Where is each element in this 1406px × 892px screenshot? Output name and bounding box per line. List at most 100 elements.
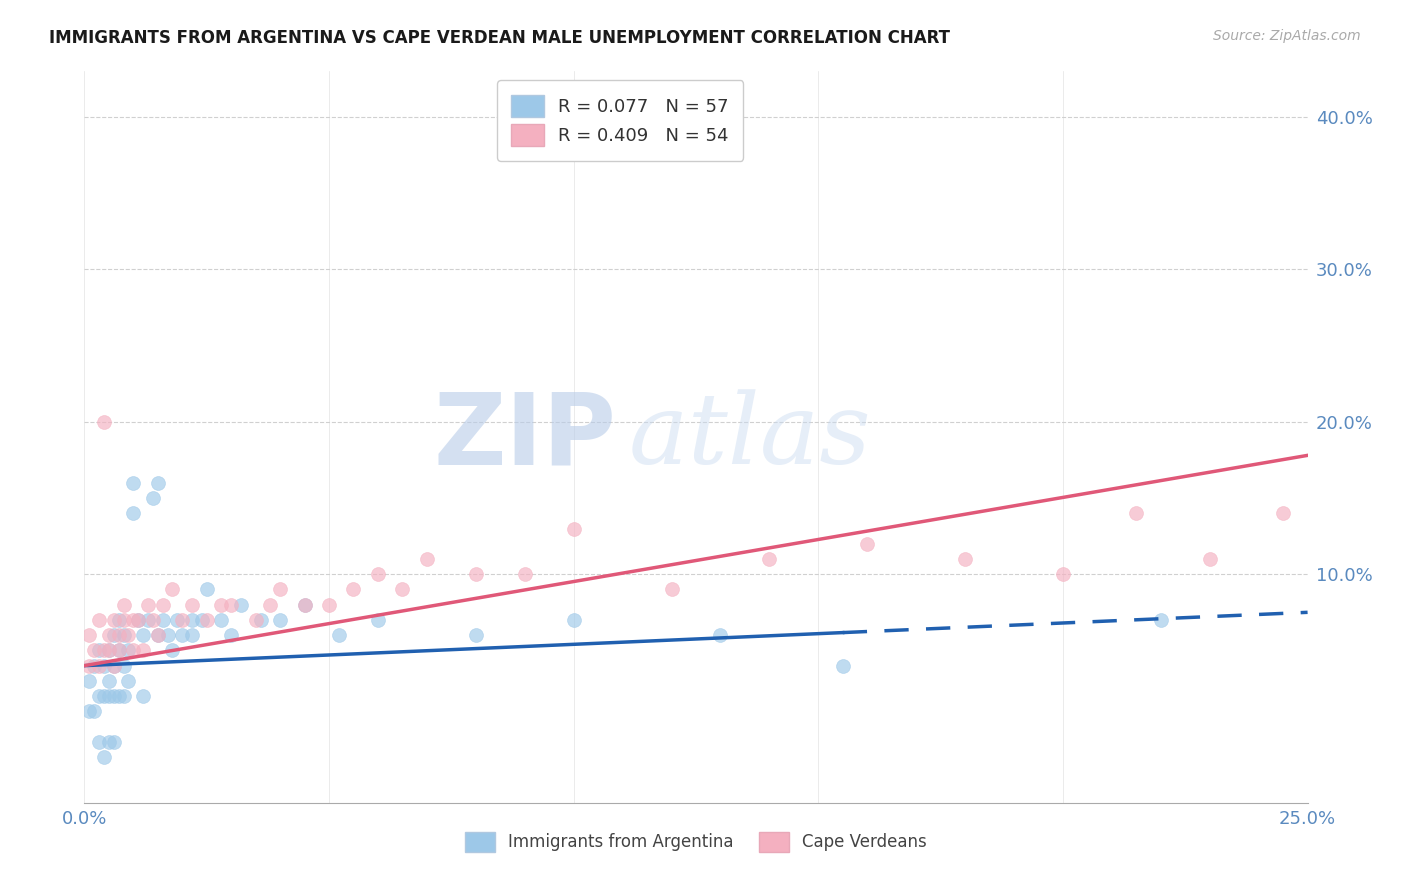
Point <box>103 628 125 642</box>
Point <box>195 613 218 627</box>
Point <box>83 705 105 719</box>
Point <box>77 628 100 642</box>
Point <box>172 613 194 627</box>
Point <box>93 689 115 703</box>
Point <box>269 613 291 627</box>
Point <box>103 658 125 673</box>
Point <box>122 613 145 627</box>
Point <box>97 643 120 657</box>
Point <box>758 552 780 566</box>
Point <box>209 598 232 612</box>
Point <box>87 658 110 673</box>
Point <box>294 598 316 612</box>
Point <box>132 643 155 657</box>
Point <box>103 613 125 627</box>
Point <box>107 643 129 657</box>
Point <box>831 658 853 673</box>
Point <box>318 598 340 612</box>
Point <box>93 415 115 429</box>
Text: ZIP: ZIP <box>433 389 616 485</box>
Point <box>107 628 129 642</box>
Point <box>172 628 194 642</box>
Point <box>107 643 129 657</box>
Point <box>83 643 105 657</box>
Point <box>181 613 204 627</box>
Point <box>856 537 879 551</box>
Point <box>83 658 105 673</box>
Point <box>294 598 316 612</box>
Point <box>219 598 242 612</box>
Point <box>367 567 389 582</box>
Point <box>464 567 486 582</box>
Point <box>107 689 129 703</box>
Point <box>103 689 125 703</box>
Point <box>562 613 585 627</box>
Point <box>93 750 115 764</box>
Point <box>181 628 204 642</box>
Point <box>513 567 536 582</box>
Point <box>136 598 159 612</box>
Point <box>77 705 100 719</box>
Point <box>1198 552 1220 566</box>
Point <box>136 613 159 627</box>
Point <box>97 735 120 749</box>
Text: Source: ZipAtlas.com: Source: ZipAtlas.com <box>1213 29 1361 43</box>
Point <box>97 643 120 657</box>
Point <box>112 613 135 627</box>
Point <box>87 643 110 657</box>
Point <box>97 689 120 703</box>
Point <box>93 643 115 657</box>
Point <box>162 582 184 597</box>
Point <box>122 475 145 490</box>
Point <box>122 643 145 657</box>
Point <box>249 613 271 627</box>
Point <box>181 598 204 612</box>
Point <box>112 598 135 612</box>
Point <box>97 628 120 642</box>
Point <box>464 628 486 642</box>
Point <box>77 673 100 688</box>
Point <box>259 598 281 612</box>
Point <box>661 582 683 597</box>
Point <box>142 491 165 505</box>
Point <box>342 582 364 597</box>
Point <box>103 735 125 749</box>
Point <box>112 628 135 642</box>
Point <box>1125 506 1147 520</box>
Point <box>166 613 188 627</box>
Point <box>93 658 115 673</box>
Point <box>709 628 731 642</box>
Point <box>416 552 439 566</box>
Point <box>1150 613 1173 627</box>
Point <box>127 613 149 627</box>
Point <box>112 658 135 673</box>
Point <box>146 628 169 642</box>
Point <box>87 735 110 749</box>
Point <box>87 689 110 703</box>
Point <box>1052 567 1074 582</box>
Point <box>122 506 145 520</box>
Point <box>146 628 169 642</box>
Point <box>97 673 120 688</box>
Point <box>127 613 149 627</box>
Point <box>209 613 232 627</box>
Point <box>229 598 252 612</box>
Point <box>219 628 242 642</box>
Point <box>1320 567 1343 582</box>
Point <box>142 613 165 627</box>
Point <box>195 582 218 597</box>
Text: atlas: atlas <box>628 390 872 484</box>
Point <box>152 613 174 627</box>
Point <box>77 658 100 673</box>
Point <box>1369 552 1392 566</box>
Point <box>162 643 184 657</box>
Point <box>245 613 267 627</box>
Point <box>328 628 350 642</box>
Point <box>156 628 179 642</box>
Point <box>132 628 155 642</box>
Point <box>117 673 139 688</box>
Point <box>191 613 214 627</box>
Legend: Immigrants from Argentina, Cape Verdeans: Immigrants from Argentina, Cape Verdeans <box>457 823 935 860</box>
Point <box>87 613 110 627</box>
Text: IMMIGRANTS FROM ARGENTINA VS CAPE VERDEAN MALE UNEMPLOYMENT CORRELATION CHART: IMMIGRANTS FROM ARGENTINA VS CAPE VERDEA… <box>49 29 950 46</box>
